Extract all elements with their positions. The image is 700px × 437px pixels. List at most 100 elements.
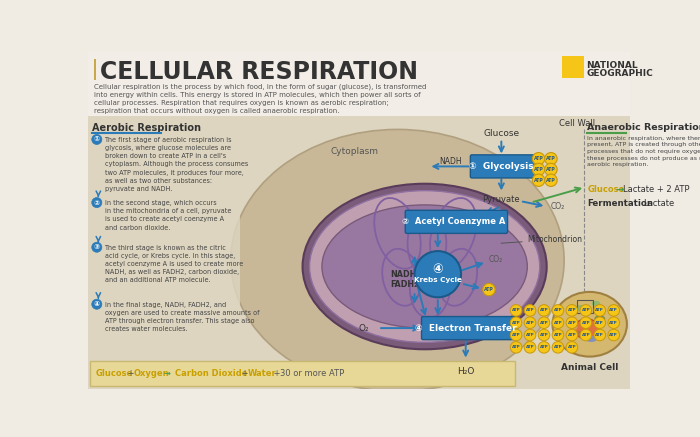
Text: ATP: ATP [568, 321, 576, 325]
Text: CO₂: CO₂ [551, 202, 565, 211]
Text: ATP: ATP [546, 178, 556, 183]
Text: ATP: ATP [596, 333, 604, 337]
Text: Glucose: Glucose [483, 129, 519, 138]
Text: ②: ② [94, 200, 100, 205]
Circle shape [594, 329, 606, 341]
Text: Carbon Dioxide: Carbon Dioxide [175, 369, 248, 378]
Text: ATP: ATP [526, 309, 534, 312]
Text: Oxygen: Oxygen [134, 369, 169, 378]
Ellipse shape [552, 292, 627, 357]
FancyBboxPatch shape [94, 59, 96, 80]
Text: ③: ③ [94, 244, 100, 250]
Circle shape [524, 305, 536, 316]
Circle shape [524, 342, 536, 353]
Circle shape [92, 299, 102, 309]
Text: ATP: ATP [526, 333, 534, 337]
FancyBboxPatch shape [470, 155, 538, 178]
Text: ATP: ATP [512, 345, 520, 349]
Text: In the second stage, which occurs
in the mitochondria of a cell, pyruvate
is use: In the second stage, which occurs in the… [104, 200, 231, 231]
Text: Krebs Cycle: Krebs Cycle [414, 277, 462, 283]
Text: 30 or more ATP: 30 or more ATP [281, 369, 344, 378]
Circle shape [510, 342, 522, 353]
Circle shape [552, 329, 564, 341]
Circle shape [532, 153, 545, 165]
Text: Glucose: Glucose [95, 369, 132, 378]
Ellipse shape [585, 336, 597, 342]
Ellipse shape [575, 305, 585, 311]
Circle shape [92, 198, 102, 208]
Circle shape [566, 329, 578, 341]
Text: +: + [271, 369, 284, 378]
Text: ATP: ATP [568, 333, 576, 337]
Text: Lactate: Lactate [643, 199, 674, 208]
Text: +: + [239, 369, 251, 378]
Text: ATP: ATP [484, 287, 494, 292]
Text: ATP: ATP [568, 345, 576, 349]
Text: In the final stage, NADH, FADH2, and
oxygen are used to create massive amounts o: In the final stage, NADH, FADH2, and oxy… [104, 302, 259, 332]
Circle shape [552, 317, 564, 329]
Circle shape [545, 163, 557, 176]
Text: ATP: ATP [582, 309, 590, 312]
Text: ATP: ATP [512, 309, 520, 312]
Circle shape [510, 329, 522, 341]
Circle shape [483, 284, 495, 296]
Text: Lactate + 2 ATP: Lactate + 2 ATP [623, 185, 690, 194]
Text: Cellular respiration is the process by which food, in the form of sugar (glucose: Cellular respiration is the process by w… [94, 83, 426, 114]
Text: ATP: ATP [610, 309, 618, 312]
Ellipse shape [302, 184, 547, 349]
Text: O₂: O₂ [358, 324, 369, 333]
Text: ④: ④ [94, 301, 100, 307]
Ellipse shape [322, 205, 527, 328]
Text: ATP: ATP [610, 333, 618, 337]
Text: ④  Electron Transfer: ④ Electron Transfer [415, 324, 517, 333]
Circle shape [552, 305, 564, 316]
Circle shape [566, 342, 578, 353]
Ellipse shape [575, 331, 584, 336]
Ellipse shape [569, 325, 577, 330]
Ellipse shape [309, 191, 540, 342]
FancyBboxPatch shape [405, 210, 508, 233]
Text: →: → [161, 369, 174, 378]
Circle shape [552, 342, 564, 353]
Ellipse shape [574, 319, 599, 339]
Circle shape [510, 317, 522, 329]
FancyBboxPatch shape [88, 52, 630, 115]
Text: ATP: ATP [533, 178, 543, 183]
Text: GEOGRAPHIC: GEOGRAPHIC [587, 69, 653, 78]
Circle shape [538, 317, 550, 329]
Text: ATP: ATP [526, 321, 534, 325]
Text: ATP: ATP [540, 345, 548, 349]
Text: CELLULAR RESPIRATION: CELLULAR RESPIRATION [100, 60, 418, 84]
Text: ATP: ATP [596, 309, 604, 312]
Text: ATP: ATP [554, 321, 562, 325]
Text: ④: ④ [433, 263, 443, 276]
Circle shape [608, 305, 620, 316]
Circle shape [524, 329, 536, 341]
Ellipse shape [594, 316, 606, 323]
Text: Water: Water [248, 369, 276, 378]
Text: ATP: ATP [610, 321, 618, 325]
Circle shape [538, 329, 550, 341]
Circle shape [92, 242, 102, 252]
Text: ATP: ATP [554, 309, 562, 312]
Text: →: → [615, 185, 624, 195]
Circle shape [414, 251, 461, 297]
Text: ①  Glycolysis: ① Glycolysis [469, 162, 533, 171]
Text: ATP: ATP [512, 321, 520, 325]
Circle shape [608, 329, 620, 341]
Ellipse shape [231, 129, 564, 391]
Text: ATP: ATP [533, 167, 543, 172]
Text: Glucose: Glucose [587, 185, 624, 194]
Text: The third stage is known as the citric
acid cycle, or Krebs cycle. In this stage: The third stage is known as the citric a… [104, 245, 243, 283]
FancyBboxPatch shape [562, 56, 584, 78]
Ellipse shape [592, 301, 600, 306]
Text: Aerobic Respiration: Aerobic Respiration [92, 123, 201, 133]
Text: ATP: ATP [582, 321, 590, 325]
Text: ATP: ATP [554, 345, 562, 349]
Text: ATP: ATP [540, 333, 548, 337]
Text: ATP: ATP [546, 167, 556, 172]
Text: The first stage of aerobic respiration is
glycosis, where glucose molecules are
: The first stage of aerobic respiration i… [104, 137, 248, 192]
Text: ATP: ATP [540, 321, 548, 325]
Text: +: + [125, 369, 136, 378]
Text: ATP: ATP [546, 156, 556, 161]
